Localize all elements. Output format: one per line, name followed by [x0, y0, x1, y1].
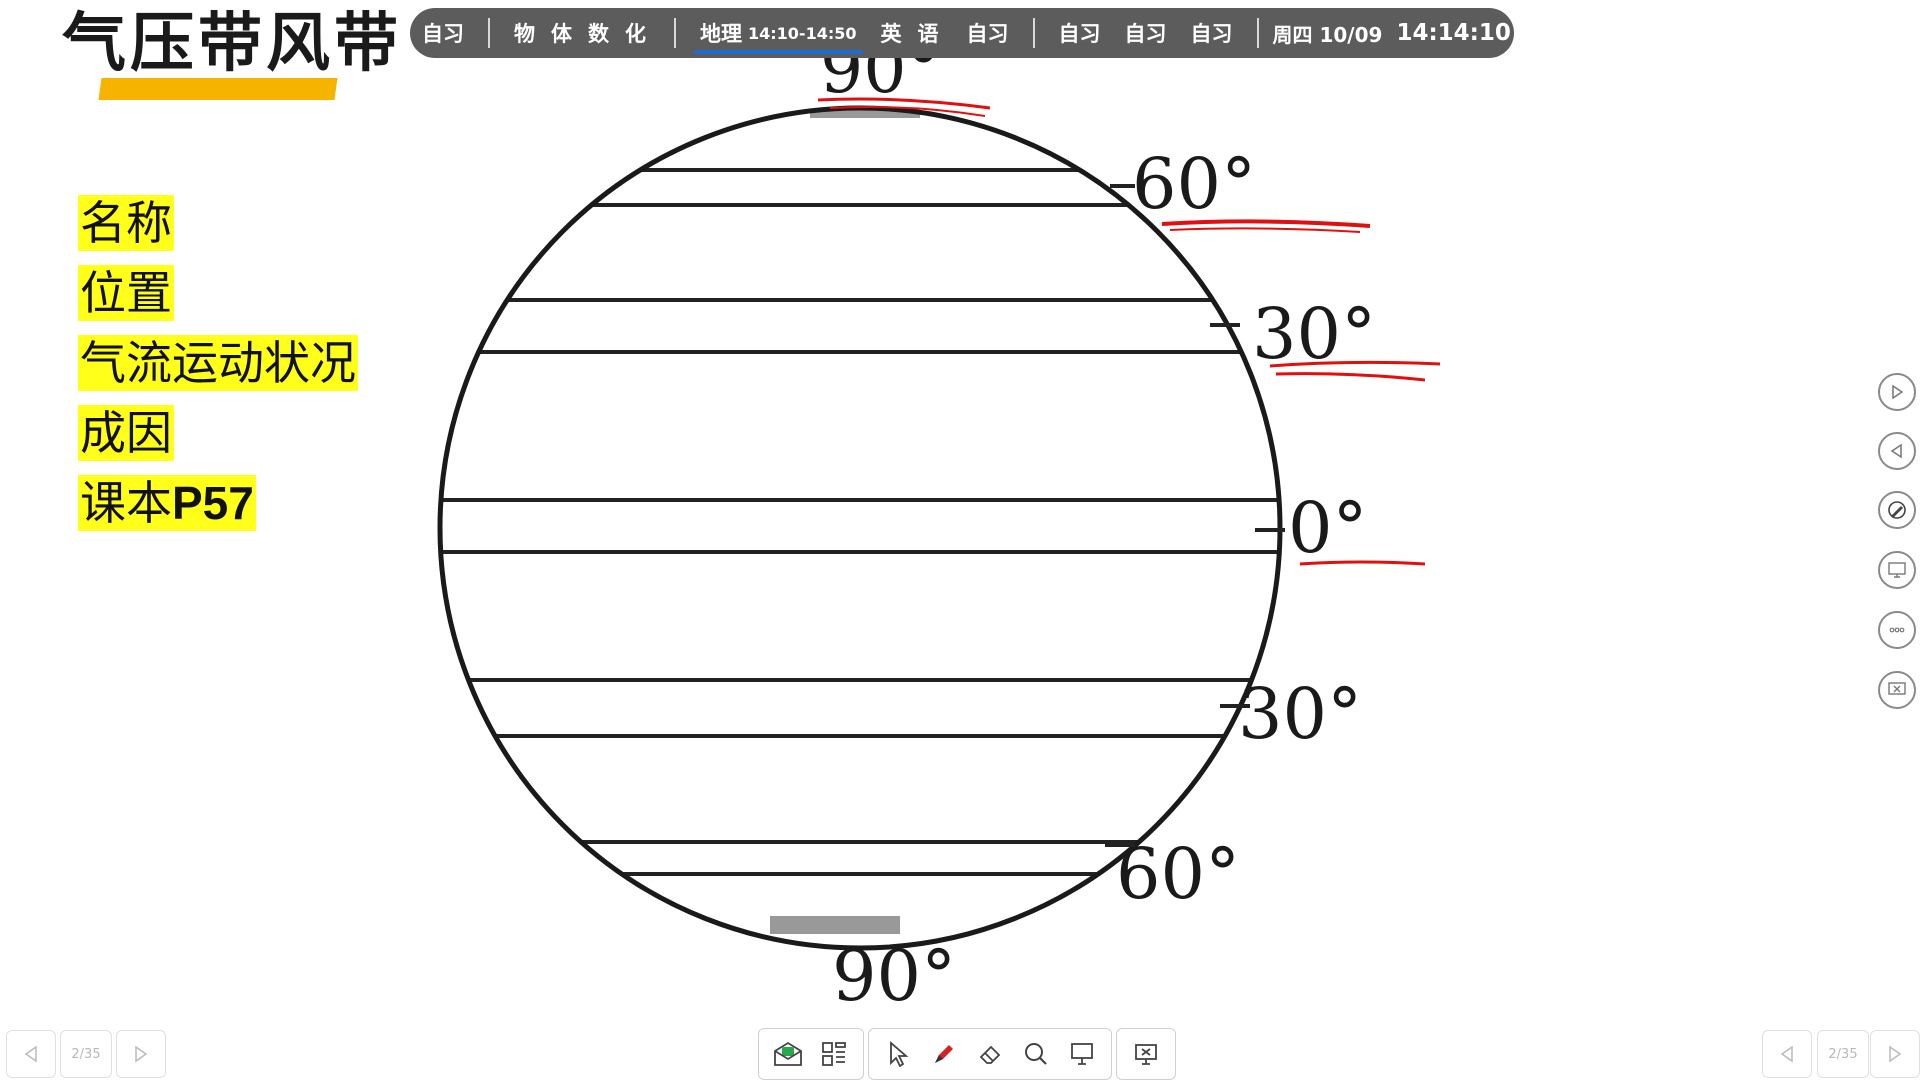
lat-label-equator: 0° — [1288, 487, 1368, 569]
annotation-underline-30b — [1276, 374, 1425, 380]
latitude-band-lines — [400, 100, 1320, 934]
annotation-underline-60 — [1162, 221, 1370, 226]
schedule-item-8[interactable]: 自习 — [1191, 18, 1233, 48]
schedule-item-3: 地理 — [700, 18, 742, 48]
south-pole-cap — [770, 916, 900, 934]
schedule-item-5[interactable]: 自习 — [967, 18, 1009, 48]
lat-label-south-90: 90° — [832, 935, 956, 1017]
schedule-date: 周四 10/09 — [1273, 19, 1383, 48]
schedule-separator — [1257, 18, 1259, 48]
schedule-separator — [488, 18, 490, 48]
label-position: 位置 — [78, 265, 174, 321]
textbook-prefix: 课本 — [80, 476, 172, 530]
annotation-underline-60b — [1170, 228, 1360, 232]
lat-label-north-60: 60° — [1132, 143, 1256, 225]
label-cause: 成因 — [78, 405, 174, 461]
label-airflow: 气流运动状况 — [78, 335, 358, 391]
schedule-item-7[interactable]: 自习 — [1125, 18, 1167, 48]
lat-label-south-60: 60° — [1116, 833, 1240, 915]
schedule-separator — [1033, 18, 1035, 48]
schedule-bar: 自习 物体数化 地理 14:10-14:50 英语 自习 自习 自习 自习 周四… — [410, 8, 1514, 58]
schedule-item-4[interactable]: 英语 — [881, 18, 955, 48]
textbook-page: P57 — [172, 477, 254, 529]
active-class-indicator — [694, 50, 863, 54]
schedule-item-active[interactable]: 地理 14:10-14:50 — [688, 8, 869, 58]
globe-outline — [440, 108, 1280, 948]
label-name: 名称 — [78, 195, 174, 251]
lat-label-south-30: 30° — [1238, 673, 1362, 755]
label-textbook: 课本P57 — [78, 475, 256, 531]
schedule-item-2[interactable]: 物体数化 — [514, 18, 662, 48]
slide-title: 气压带风带 — [62, 4, 402, 84]
topic-labels: 名称 位置 气流运动状况 成因 课本P57 — [78, 195, 358, 545]
schedule-separator — [674, 18, 676, 48]
schedule-item-3-time: 14:10-14:50 — [748, 24, 857, 43]
schedule-item-1[interactable]: 自习 — [422, 18, 464, 48]
schedule-item-6[interactable]: 自习 — [1059, 18, 1101, 48]
schedule-clock: 14:14:10 — [1396, 20, 1510, 46]
